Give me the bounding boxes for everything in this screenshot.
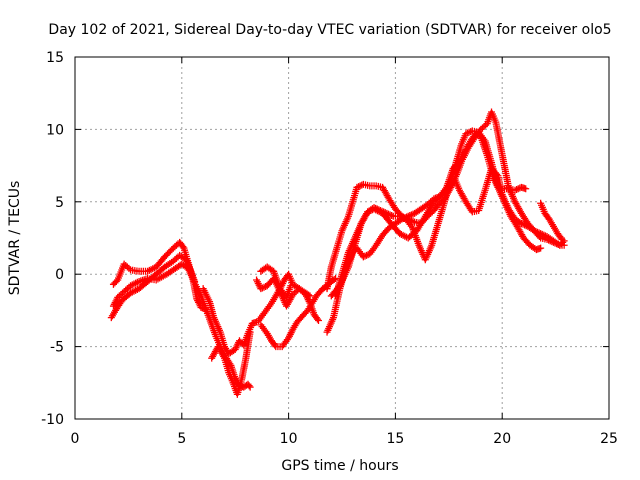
data-point	[560, 241, 568, 249]
y-tick-label: 5	[55, 195, 64, 211]
x-tick-label: 10	[280, 431, 298, 447]
data-series	[537, 199, 566, 243]
data-series	[323, 108, 568, 293]
data-point	[271, 341, 279, 349]
x-tick-label: 15	[386, 431, 404, 447]
data-point	[179, 243, 187, 251]
data-point	[359, 253, 367, 261]
data-series	[107, 251, 199, 322]
y-tick-label: 10	[46, 122, 64, 138]
data-point	[245, 382, 253, 390]
data-series	[109, 260, 254, 391]
data-point	[465, 128, 473, 136]
data-point	[386, 211, 394, 219]
data-point	[551, 239, 559, 247]
data-point	[365, 207, 373, 215]
data-point	[330, 276, 338, 284]
data-point	[355, 183, 363, 191]
x-tick-label: 25	[600, 431, 618, 447]
data-point	[545, 236, 553, 244]
data-point	[356, 182, 364, 190]
data-point	[398, 212, 406, 220]
data-point	[125, 264, 133, 272]
data-point	[558, 235, 566, 243]
data-point	[462, 130, 470, 138]
gridlines	[75, 57, 609, 419]
data-point	[549, 238, 557, 246]
data-point	[543, 235, 551, 243]
data-point	[260, 283, 268, 291]
x-tick-label: 5	[177, 431, 186, 447]
x-tick-labels: 0 5 10 15 20 25	[71, 431, 618, 447]
data-point	[557, 234, 565, 242]
data-point	[388, 212, 396, 220]
y-tick-labels: -10 -5 0 5 10 15	[41, 50, 64, 428]
x-axis-label: GPS time / hours	[281, 458, 398, 474]
data-series	[257, 263, 295, 301]
y-tick-label: -5	[50, 340, 64, 356]
chart-title: Day 102 of 2021, Sidereal Day-to-day VTE…	[48, 22, 611, 38]
data-point	[522, 185, 530, 193]
data-point	[553, 240, 561, 248]
data-point	[313, 315, 321, 323]
data-point	[404, 215, 412, 223]
data-point	[403, 214, 411, 222]
data-point	[257, 285, 265, 293]
data-point	[315, 317, 323, 325]
data-point	[513, 185, 521, 193]
y-tick-label: -10	[41, 412, 64, 428]
data-point	[407, 217, 415, 225]
data-point	[548, 238, 556, 246]
data-point	[246, 383, 254, 391]
data-point	[514, 185, 522, 193]
data-point	[364, 208, 372, 216]
data-point	[220, 353, 228, 361]
data-point	[361, 252, 369, 260]
data-point	[554, 241, 562, 249]
data-point	[463, 129, 471, 137]
data-points	[107, 108, 568, 398]
data-point	[519, 220, 527, 228]
data-point	[258, 284, 266, 292]
data-point	[406, 216, 414, 224]
data-point	[399, 213, 407, 221]
y-tick-label: 15	[46, 50, 64, 66]
data-point	[517, 220, 525, 228]
data-point	[353, 183, 361, 191]
plot-frame	[74, 56, 610, 420]
data-point	[409, 217, 417, 225]
data-point	[363, 251, 371, 259]
data-point	[287, 282, 295, 290]
data-point	[511, 186, 519, 194]
y-tick-label: 0	[55, 267, 64, 283]
data-point	[546, 237, 554, 245]
data-point	[537, 244, 545, 252]
axis-ticks	[74, 56, 610, 420]
y-axis-label: SDTVAR / TECUs	[7, 181, 23, 296]
data-point	[401, 214, 409, 222]
data-series	[199, 285, 261, 358]
x-tick-label: 0	[71, 431, 80, 447]
data-series	[332, 164, 568, 300]
data-point	[493, 170, 501, 178]
x-tick-label: 20	[493, 431, 511, 447]
